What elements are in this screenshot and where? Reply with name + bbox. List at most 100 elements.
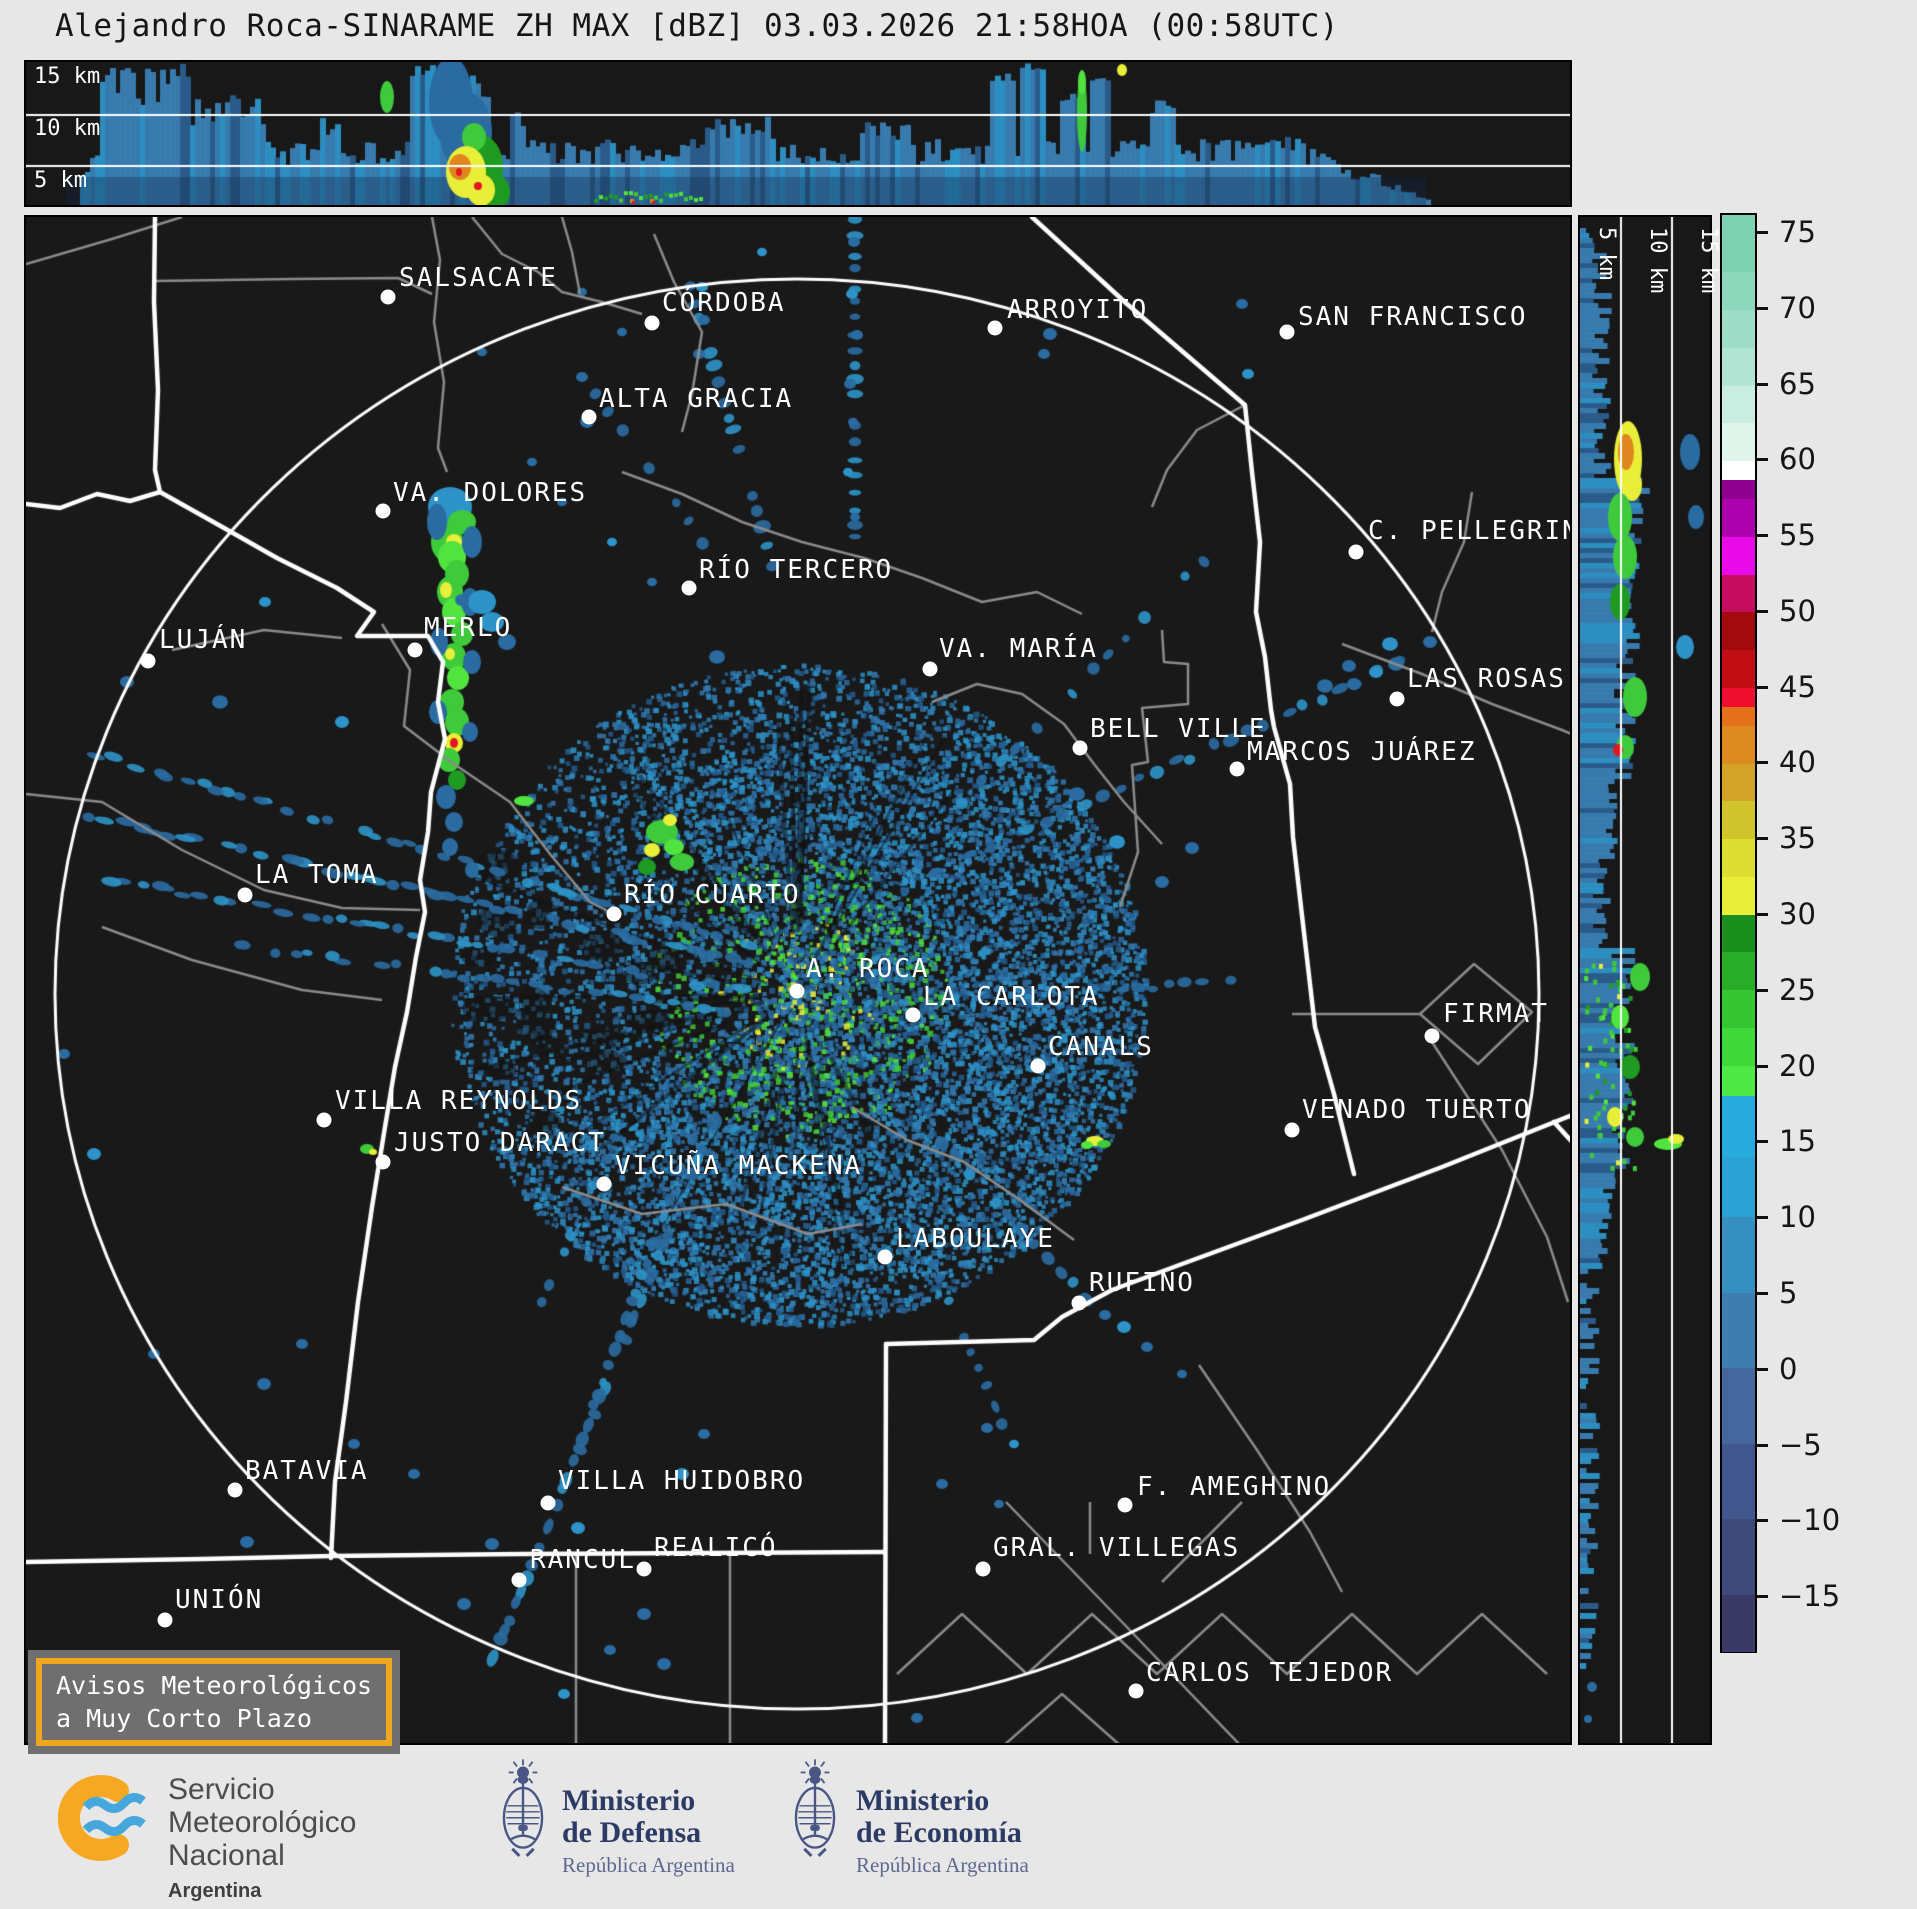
height-label: 10 km [1645,227,1670,294]
city-dot [227,1482,243,1498]
colorbar-tick-label: 25 [1779,972,1816,1007]
colorbar-segment [1722,309,1755,348]
colorbar-segment [1722,762,1755,802]
colorbar-segment [1722,1065,1755,1097]
city-dot [905,1007,921,1023]
colorbar-tick [1757,1216,1768,1220]
colorbar-tick [1757,837,1768,841]
city-label: VA. DOLORES [393,478,588,508]
city-dot [375,1154,391,1170]
city-dot [1072,740,1088,756]
city-label: SALSACATE [399,263,558,293]
colorbar-segment [1722,687,1755,707]
city-dot [1229,761,1245,777]
colorbar-tick-label: 65 [1779,366,1816,401]
colorbar-tick-label: −10 [1779,1503,1841,1538]
city-label: FIRMAT [1443,999,1549,1029]
city-dot [606,906,622,922]
city-dot [1071,1295,1087,1311]
city-dot [237,887,253,903]
city-label: SAN FRANCISCO [1298,302,1528,332]
colorbar-tick [1757,382,1768,386]
city-label: LABOULAYE [896,1224,1055,1254]
colorbar-segment [1722,1367,1755,1444]
colorbar-tick-label: 5 [1779,1276,1798,1310]
colorbar-tick-label: 55 [1779,518,1816,553]
colorbar-segment [1722,498,1755,537]
colorbar-tick [1757,1367,1768,1371]
colorbar-tick [1757,1595,1768,1599]
city-dot [681,580,697,596]
defensa-crest-icon [502,1759,544,1857]
colorbar-segment [1722,479,1755,499]
colorbar-tick [1757,1292,1768,1295]
top-cross-section-panel: 15 km 10 km 5 km [24,60,1572,207]
city-label: MERLO [424,613,513,643]
city-dot [975,1561,991,1577]
city-dot [511,1572,527,1588]
colorbar-segment [1722,725,1755,764]
colorbar-tick [1757,1519,1768,1523]
colorbar-tick-label: 40 [1779,745,1816,780]
colorbar-segment [1722,914,1755,953]
colorbar-tick [1757,913,1768,917]
city-label: GRAL. VILLEGAS [993,1533,1241,1563]
warnbox-line1: Avisos Meteorológicos [56,1671,373,1700]
colorbar-segment [1722,706,1755,726]
colorbar [1720,213,1757,1653]
colorbar-tick-label: 30 [1779,897,1816,932]
city-label: MARCOS JUÁREZ [1247,737,1477,767]
city-dot [1424,1028,1440,1044]
colorbar-segment [1722,1027,1755,1066]
city-dot [922,661,938,677]
city-dot [644,315,660,331]
colorbar-tick-label: 15 [1779,1124,1816,1159]
city-dot [540,1495,556,1511]
city-label: CANALS [1048,1032,1154,1062]
city-label: CÓRDOBA [662,288,786,318]
city-label: A. ROCA [806,954,930,984]
city-label: C. PELLEGRINI [1368,516,1570,546]
colorbar-tick-label: −5 [1779,1427,1822,1462]
city-label: UNIÓN [175,1585,264,1615]
colorbar-tick-label: 35 [1779,821,1816,856]
colorbar-segment [1722,271,1755,311]
colorbar-segment [1722,1594,1755,1652]
city-label: VA. MARÍA [939,634,1098,664]
colorbar-tick-label: −15 [1779,1579,1841,1614]
colorbar-tick [1757,761,1768,765]
footer: Servicio Meteorológico Nacional Argentin… [0,1745,1917,1909]
colorbar-segment [1722,800,1755,840]
colorbar-segment [1722,838,1755,877]
city-label: VILLA HUIDOBRO [558,1466,806,1496]
colorbar-segment [1722,1095,1755,1157]
colorbar-tick-label: 50 [1779,593,1816,628]
colorbar-tick-label: 0 [1779,1351,1798,1386]
colorbar-segment [1722,1443,1755,1520]
colorbar-tick [1757,1064,1768,1068]
city-label: VICUÑA MACKENA [615,1151,863,1181]
city-label: JUSTO DARACT [394,1128,606,1158]
city-label: RANCUL [530,1545,636,1575]
smn-wordmark: Servicio Meteorológico Nacional Argentin… [168,1773,357,1902]
city-label: LA TOMA [255,860,379,890]
city-label: LUJÁN [159,625,248,655]
colorbar-segment [1722,460,1755,481]
colorbar-segment [1722,649,1755,688]
colorbar-tick [1757,1140,1768,1144]
colorbar-tick [1757,988,1768,992]
city-label: REALICÓ [654,1533,778,1563]
height-label: 5 km [1594,227,1619,280]
city-label: LAS ROSAS [1407,664,1566,694]
right-cross-section-canvas [1580,217,1710,1743]
colorbar-tick-label: 10 [1779,1200,1816,1235]
city-dot [316,1112,332,1128]
colorbar-tick-label: 20 [1779,1048,1816,1083]
city-label: ALTA GRACIA [599,384,794,414]
weather-warnings-button[interactable]: Avisos Meteorológicos a Muy Corto Plazo [28,1650,401,1754]
colorbar-segment [1722,347,1755,386]
city-dot [636,1561,652,1577]
economia-crest-icon [794,1759,836,1857]
height-label: 10 km [34,116,101,141]
